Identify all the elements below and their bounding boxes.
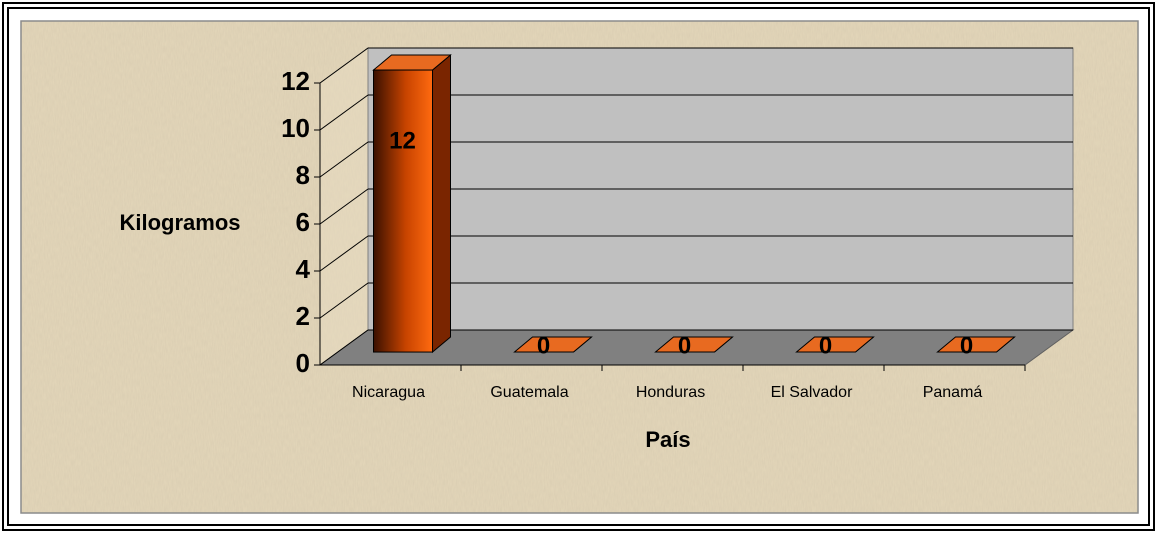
bar <box>372 53 452 354</box>
y-tick-label: 6 <box>296 207 310 237</box>
grid-line <box>319 188 369 225</box>
inner-border <box>7 7 1150 526</box>
x-tick-label: Honduras <box>636 384 705 401</box>
grid-line <box>319 329 369 366</box>
bar-side <box>432 53 451 354</box>
x-axis-title: País <box>645 427 690 452</box>
grid-line <box>319 47 369 84</box>
y-tick-label: 10 <box>281 113 310 143</box>
bar-front <box>373 69 433 353</box>
plot: 0 2 4 6 8 10 12 Nicaragua 12 Guatemala 0 Honduras 0 E… <box>281 47 1075 401</box>
grid-line <box>319 94 369 131</box>
y-tick-label: 2 <box>296 301 310 331</box>
data-label: 0 <box>678 332 691 359</box>
data-label: 12 <box>389 127 416 154</box>
y-tick-label: 8 <box>296 160 310 190</box>
bar <box>795 336 875 353</box>
bar <box>513 336 593 353</box>
data-label: 0 <box>960 332 973 359</box>
x-tick-label: El Salvador <box>771 384 853 401</box>
x-tick-label: Guatemala <box>490 384 568 401</box>
bar-top <box>936 336 1016 353</box>
grid-line <box>319 235 369 272</box>
x-tick-label: Nicaragua <box>352 384 425 401</box>
bar-top <box>654 336 734 353</box>
data-label: 0 <box>537 332 550 359</box>
y-axis-title: Kilogramos <box>119 210 240 235</box>
data-label: 0 <box>819 332 832 359</box>
bar-top <box>795 336 875 353</box>
bar-top <box>372 54 452 71</box>
x-tick-label: Panamá <box>923 384 983 401</box>
grid-line <box>319 141 369 178</box>
grid-line <box>319 282 369 319</box>
bar-top <box>513 336 593 353</box>
y-tick-label: 12 <box>281 66 310 96</box>
y-tick-label: 4 <box>296 254 311 284</box>
bar <box>654 336 734 353</box>
bar <box>936 336 1016 353</box>
y-tick-label: 0 <box>296 348 310 378</box>
